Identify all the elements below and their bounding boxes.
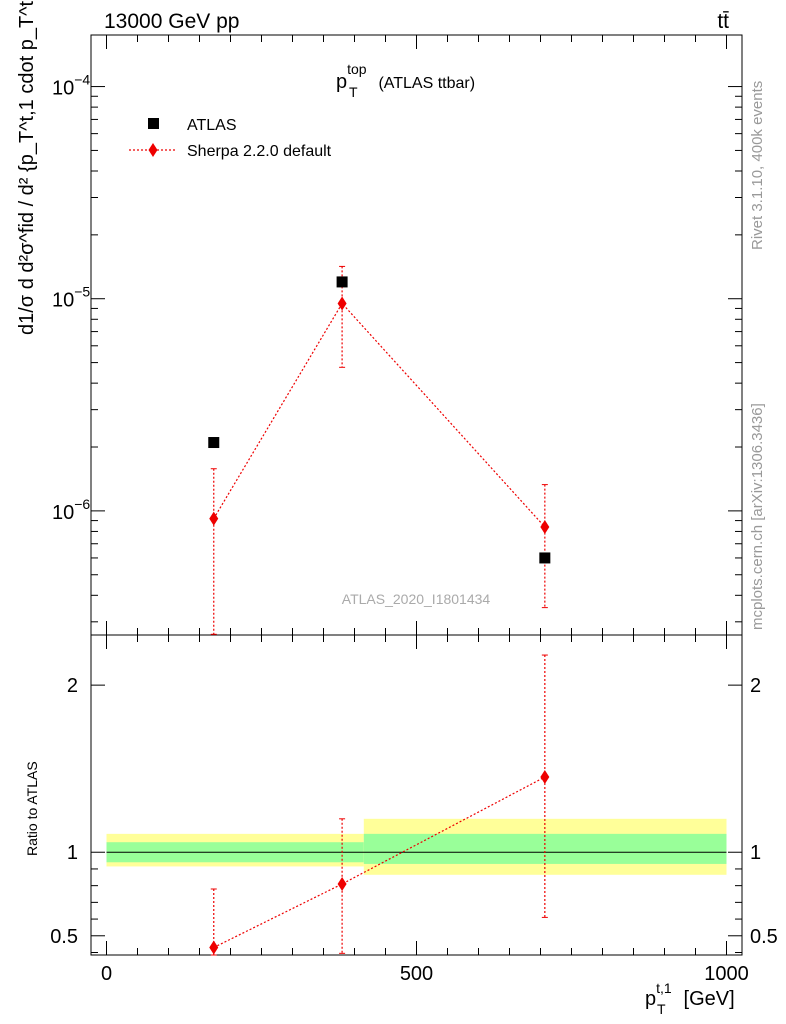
ratio-point-1 <box>337 876 347 891</box>
sherpa-point-1 <box>337 296 347 311</box>
y-tick-base: 10 <box>52 290 74 312</box>
upper-y-tick-label-0: 10−4 <box>52 72 90 100</box>
y-tick-exponent: −5 <box>74 284 90 300</box>
atlas-point-2 <box>539 552 551 564</box>
analysis-watermark: ATLAS_2020_I1801434 <box>342 591 491 607</box>
legend: ATLAS Sherpa 2.2.0 default <box>129 117 332 160</box>
lower-panel-axes: 0.5 0.5 1 1 2 2 0 500 1000 <box>50 634 778 985</box>
x-axis-label: pt,1 T [GeV] <box>645 980 735 1017</box>
lower-y-tick-label-left-0: 0.5 <box>50 926 78 948</box>
process-label: tt̄ <box>717 10 729 33</box>
plot-title-rest: (ATLAS ttbar) <box>374 75 475 92</box>
sherpa-point-0 <box>209 511 219 526</box>
rivet-label: Rivet 3.1.10, 400k events <box>749 81 766 250</box>
plot-title-sub: T <box>349 84 358 100</box>
x-axis-label-sub: T <box>657 1001 666 1017</box>
x-tick-label-2: 1000 <box>704 963 749 985</box>
y-tick-base: 10 <box>52 502 74 524</box>
upper-panel-data-marks <box>208 265 551 635</box>
atlas-point-1 <box>336 276 348 288</box>
sherpa-point-2 <box>540 519 550 534</box>
x-axis-label-sup: t,1 <box>656 980 672 996</box>
plot-title-sup: top <box>347 61 367 77</box>
x-tick-label-1: 500 <box>400 963 433 985</box>
lower-y-tick-label-left-1: 1 <box>67 842 78 864</box>
legend-atlas-marker <box>148 118 159 129</box>
x-tick-label-0: 0 <box>101 963 112 985</box>
lower-y-tick-label-right-0: 0.5 <box>750 926 778 948</box>
legend-atlas-label: ATLAS <box>187 117 237 134</box>
y-tick-exponent: −6 <box>74 496 90 512</box>
mcplots-label: mcplots.cern.ch [arXiv:1306.3436] <box>749 403 766 630</box>
x-axis-label-main: p <box>645 988 656 1010</box>
energy-label: 13000 GeV pp <box>104 10 239 33</box>
y-tick-base: 10 <box>52 78 74 100</box>
lower-y-tick-label-left-2: 2 <box>67 675 78 697</box>
plot-title: ptop T (ATLAS ttbar) <box>336 61 475 100</box>
ratio-point-0 <box>209 940 219 955</box>
y-tick-exponent: −4 <box>74 72 90 88</box>
lower-y-tick-label-right-1: 1 <box>750 842 761 864</box>
lower-y-axis-label: Ratio to ATLAS <box>24 761 40 856</box>
atlas-point-0 <box>208 437 220 449</box>
upper-y-tick-label-1: 10−5 <box>52 284 90 312</box>
legend-sherpa-marker <box>148 143 158 157</box>
x-axis-label-rest: [GeV] <box>678 988 735 1010</box>
plot-title-main: p <box>336 71 347 93</box>
lower-panel-data-marks <box>209 654 550 956</box>
ratio-line <box>213 776 546 949</box>
lower-frame <box>90 634 743 956</box>
ratio-point-2 <box>540 770 550 785</box>
sherpa-line <box>213 302 546 528</box>
ratio-uncertainty-bands <box>106 818 727 875</box>
upper-y-tick-label-2: 10−6 <box>52 496 90 524</box>
upper-y-axis-label: d1/σ d d²σ^fid / d² {p_T^t,1 cdot p_T^t,… <box>16 0 38 335</box>
legend-sherpa-label: Sherpa 2.2.0 default <box>187 143 332 160</box>
lower-y-tick-label-right-2: 2 <box>750 675 761 697</box>
